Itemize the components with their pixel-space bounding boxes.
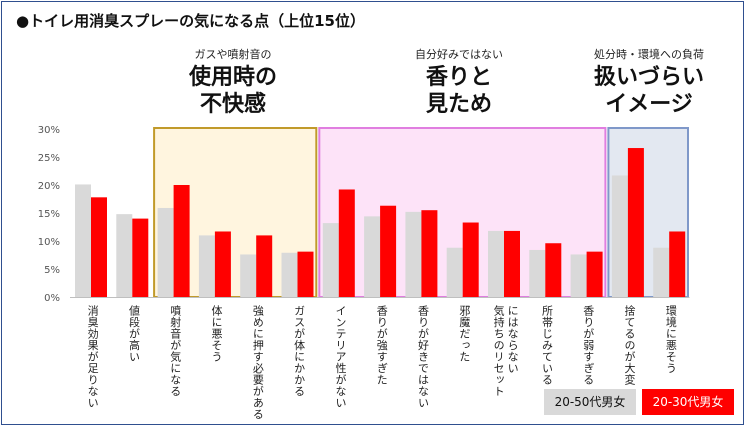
x-category-label: 消臭効果が足りない — [86, 304, 99, 409]
bar-gray — [240, 254, 257, 297]
bar-gray — [529, 249, 546, 297]
y-tick-label: 30% — [38, 125, 60, 136]
group1-heading-line1: 使用時の — [188, 65, 277, 90]
bar-red — [173, 185, 190, 297]
group2-heading-line1: 香りと — [425, 65, 492, 90]
bar-red — [669, 231, 686, 297]
y-tick-label: 15% — [38, 209, 60, 220]
bar-gray — [611, 175, 628, 297]
bar-red — [504, 230, 520, 297]
y-tick-label: 5% — [44, 265, 60, 276]
bar-red — [91, 197, 107, 297]
bar-red — [627, 148, 644, 297]
bar-red — [462, 222, 479, 297]
x-category-label: 所帯じみている — [540, 305, 553, 386]
group3-heading-line1: 扱いづらい — [593, 65, 704, 90]
x-category-label: 値段が高い — [127, 305, 140, 363]
x-category-label: 捨てるのが大変 — [623, 304, 636, 386]
bar-red — [380, 205, 397, 297]
y-tick-label: 25% — [38, 153, 60, 164]
y-tick-label: 0% — [44, 293, 60, 304]
bar-gray — [198, 235, 215, 297]
x-category-label: インテリア性がない — [334, 305, 347, 409]
x-category-label: 邪魔だった — [458, 305, 471, 363]
group3-heading-line2: イメージ — [605, 92, 693, 117]
group2-heading: 香りと 見ため — [369, 64, 549, 118]
bar-red — [421, 210, 438, 297]
bar-red — [338, 189, 355, 297]
x-category-label: 気持ちのリセット — [492, 304, 505, 397]
bar-gray — [281, 252, 298, 297]
bar-gray — [570, 254, 587, 297]
x-category-label: 噴射音が気になる — [169, 305, 182, 397]
x-category-label: 強めに押す必要がある — [251, 305, 264, 420]
x-category-label: 香りが弱すぎる — [582, 305, 595, 386]
x-category-label: ガスが体にかかる — [293, 305, 306, 397]
bar-gray — [157, 207, 174, 297]
y-tick-label: 20% — [38, 181, 60, 192]
group1-heading: 使用時の 不快感 — [143, 64, 323, 118]
group3-heading: 扱いづらい イメージ — [574, 64, 724, 118]
group1-heading-line2: 不快感 — [199, 92, 266, 117]
group2-heading-line2: 見ため — [425, 92, 492, 117]
bar-gray — [488, 230, 504, 297]
bar-gray — [75, 184, 91, 297]
bar-gray — [322, 223, 339, 297]
bar-gray — [405, 211, 422, 297]
group2-subtitle: 自分好みではない — [415, 48, 503, 61]
bar-red — [214, 231, 231, 297]
group1-subtitle: ガスや噴射音の — [194, 48, 272, 61]
bar-gray — [653, 247, 670, 297]
x-category-label: 香りが好きではない — [417, 305, 430, 409]
x-category-label: にはならない — [506, 305, 519, 374]
bar-red — [256, 235, 273, 297]
group3-subtitle: 処分時・環境への負荷 — [594, 48, 704, 61]
x-category-label: 香りが強すぎた — [375, 305, 388, 386]
y-tick-label: 10% — [38, 237, 60, 248]
x-category-label: 体に悪そう — [210, 304, 223, 363]
chart-title: ●トイレ用消臭スプレーの気になる点（上位15位） — [16, 12, 365, 30]
bar-gray — [446, 247, 463, 297]
bar-red — [586, 251, 603, 297]
x-category-label: 環境に悪そう — [664, 305, 677, 374]
bar-gray — [116, 214, 133, 297]
legend-item-20-30: 20-30代男女 — [642, 389, 734, 415]
bar-red — [297, 251, 314, 297]
bar-red — [132, 218, 149, 297]
legend-item-20-50: 20-50代男女 — [544, 389, 636, 415]
bar-red — [545, 243, 562, 297]
bar-gray — [364, 216, 381, 297]
